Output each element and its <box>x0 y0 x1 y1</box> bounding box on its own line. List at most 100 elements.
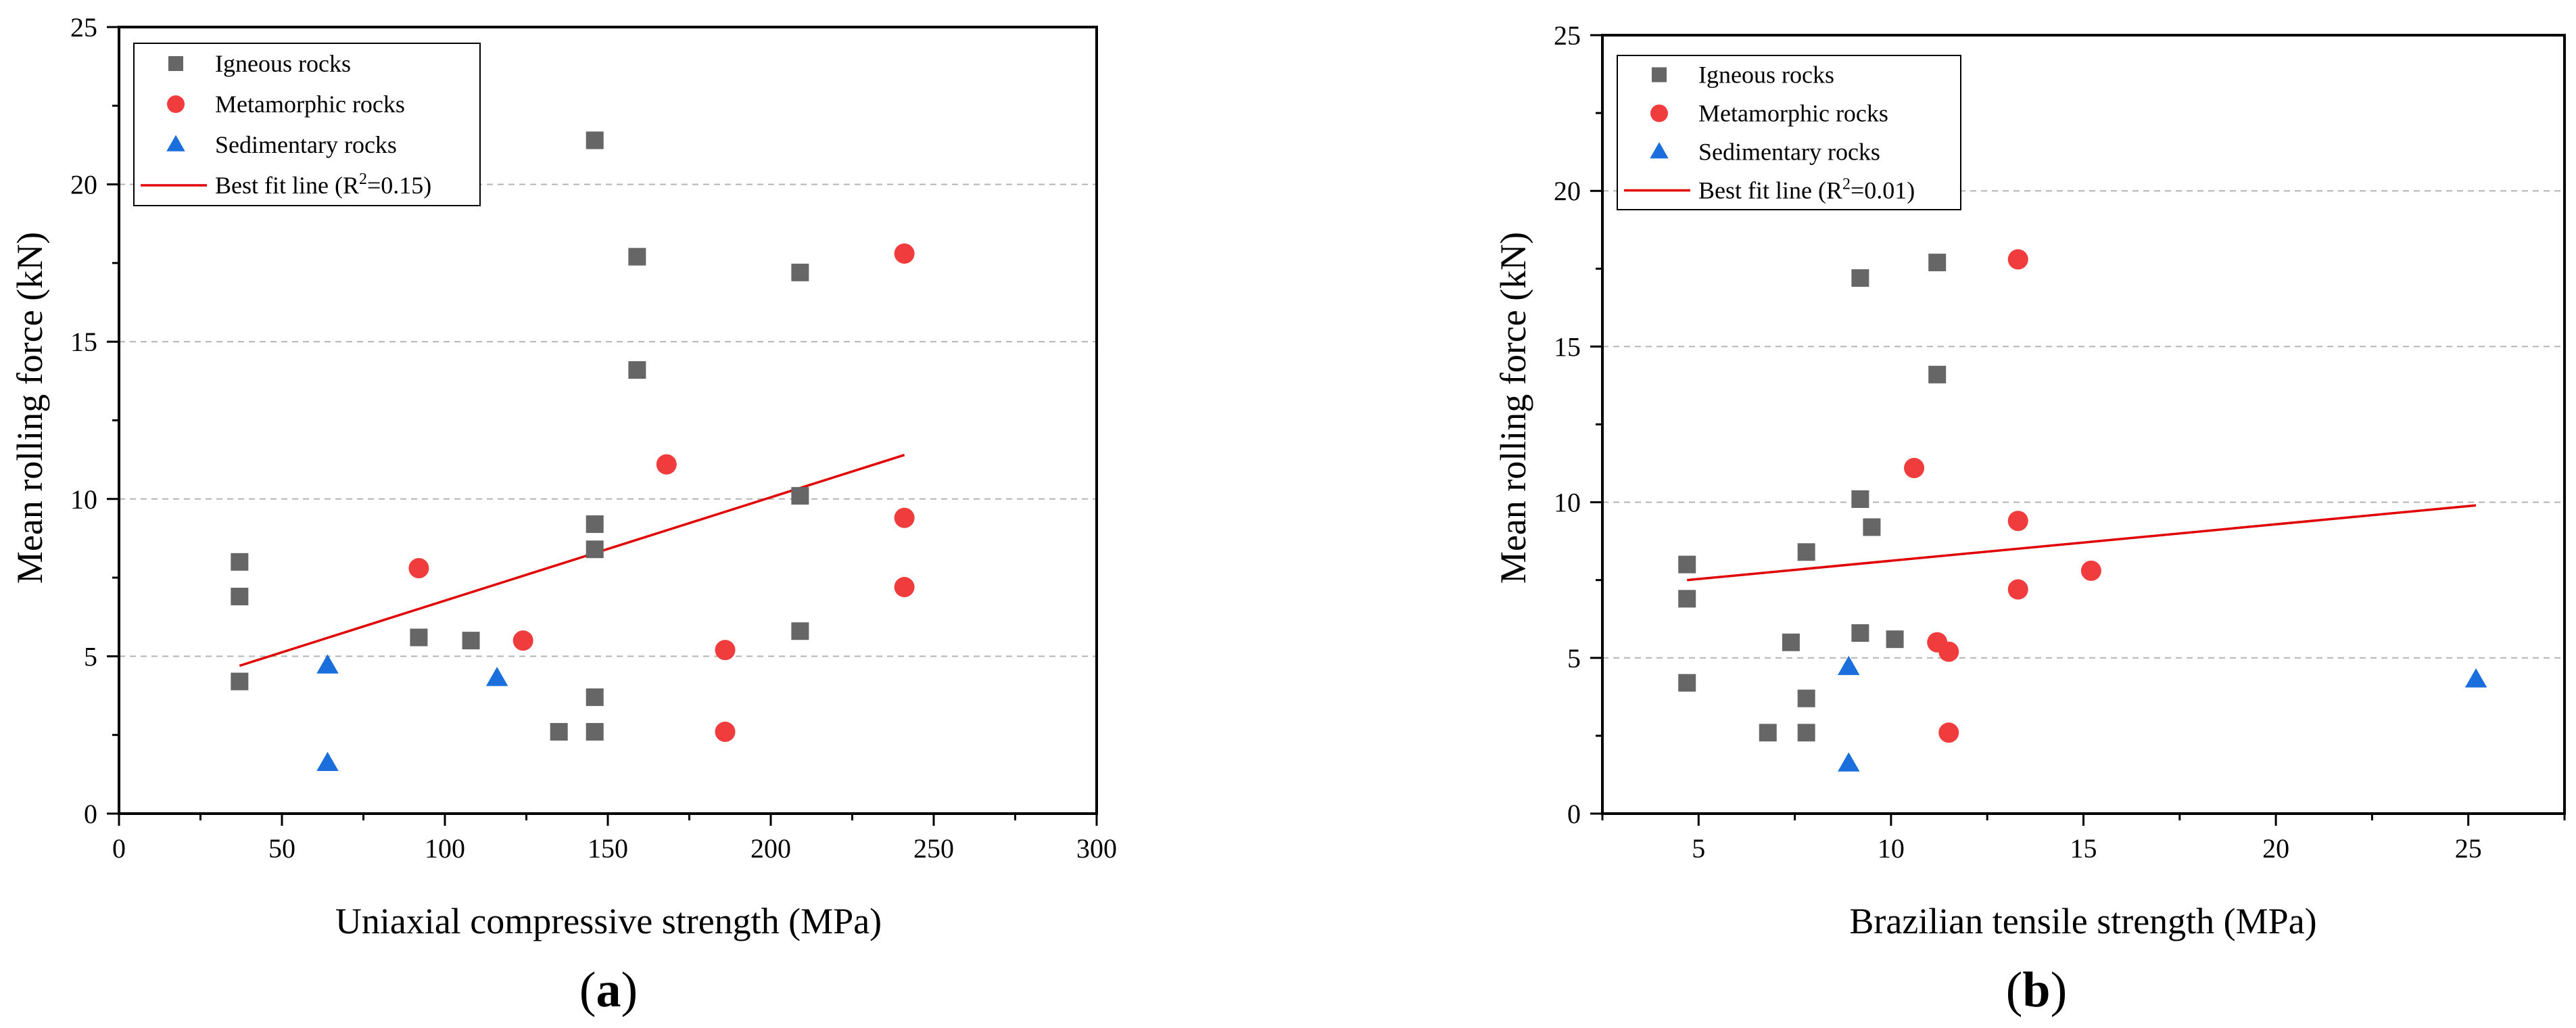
data-point-circle-a-2 <box>656 454 677 475</box>
legend-box-b <box>1617 55 1961 210</box>
data-point-square-b-3 <box>1759 724 1777 742</box>
legend-label-square-b: Igneous rocks <box>1698 62 1834 89</box>
y-axis-title-a: Mean rolling force (kN) <box>9 232 50 584</box>
data-point-square-a-8 <box>586 540 604 559</box>
x-tick-label-150-a: 150 <box>588 833 628 864</box>
legend-marker-square-a <box>168 56 183 71</box>
series-square-a <box>231 131 809 741</box>
best-fit-line-b <box>1687 504 2477 582</box>
y-tick-label-15-a: 15 <box>70 327 97 357</box>
data-point-circle-b-3 <box>1938 722 1959 743</box>
panel-label-b: (b) <box>2006 962 2067 1018</box>
data-point-square-b-14 <box>1928 365 1947 383</box>
panel-label-a-letter: a <box>596 962 621 1018</box>
data-point-square-a-11 <box>628 248 646 266</box>
data-point-circle-a-5 <box>894 243 915 264</box>
data-point-square-b-1 <box>1678 590 1696 608</box>
legend-label-triangle-b: Sedimentary rocks <box>1698 139 1880 166</box>
data-point-triangle-a-1 <box>316 751 339 772</box>
legend-a: Igneous rocks Metamorphic rocks Sedimentar… <box>133 43 481 206</box>
data-point-circle-a-0 <box>408 558 429 579</box>
data-point-square-b-8 <box>1851 269 1869 287</box>
x-tick-label-10-b: 10 <box>1878 833 1905 864</box>
data-point-square-b-13 <box>1928 254 1947 272</box>
legend-box-a <box>133 43 481 206</box>
data-point-circle-a-4 <box>715 722 736 743</box>
legend-marker-circle-b <box>1650 104 1668 122</box>
y-tick-label-0-a: 0 <box>84 799 97 829</box>
y-tick-label-15-b: 15 <box>1554 331 1581 362</box>
data-point-circle-b-5 <box>2007 511 2028 532</box>
series-triangle-b <box>1838 655 2487 772</box>
x-tick-label-250-a: 250 <box>913 833 954 864</box>
data-point-square-b-9 <box>1851 490 1869 508</box>
chart-panel-b: Mean rolling force (kN) Brazilian tensil… <box>1493 20 2566 1018</box>
series-circle-b <box>1904 249 2101 743</box>
data-point-square-b-4 <box>1782 633 1800 651</box>
legend-label-triangle-a: Sedimentary rocks <box>215 131 397 158</box>
legend-marker-circle-a <box>167 95 185 113</box>
data-point-square-a-0 <box>231 553 249 571</box>
legend-label-circle-b: Metamorphic rocks <box>1698 100 1888 127</box>
data-point-triangle-b-0 <box>1838 655 1860 676</box>
data-point-circle-b-6 <box>2007 579 2028 600</box>
y-tick-label-20-a: 20 <box>70 170 97 200</box>
data-point-circle-b-4 <box>2007 249 2028 270</box>
legend-label-square-a: Igneous rocks <box>215 50 351 77</box>
legend-label-fit-b: Best fit line (R2=0.01) <box>1698 176 1915 204</box>
data-point-triangle-a-2 <box>485 667 508 686</box>
y-tick-label-5-a: 5 <box>84 641 97 672</box>
x-tick-label-15-b: 15 <box>2070 833 2097 864</box>
data-point-triangle-b-2 <box>2464 668 2487 688</box>
series-circle-a <box>408 243 915 743</box>
y-tick-label-5-b: 5 <box>1567 643 1581 674</box>
data-point-circle-b-0 <box>1904 457 1925 478</box>
x-tick-label-20-b: 20 <box>2262 833 2289 864</box>
x-tick-label-0-a: 0 <box>112 833 126 864</box>
x-tick-label-50-a: 50 <box>268 833 295 864</box>
data-point-circle-a-6 <box>894 507 915 528</box>
y-tick-label-0-b: 0 <box>1567 799 1581 829</box>
x-axis-title-a: Uniaxial compressive strength (MPa) <box>335 901 882 941</box>
data-point-square-a-4 <box>462 632 480 650</box>
y-tick-label-10-b: 10 <box>1554 488 1581 518</box>
y-tick-label-10-a: 10 <box>70 484 97 515</box>
x-tick-label-5-b: 5 <box>1692 833 1705 864</box>
data-point-square-b-7 <box>1797 724 1815 742</box>
data-point-circle-b-2 <box>1938 641 1959 662</box>
data-point-square-a-3 <box>410 628 428 647</box>
data-point-square-b-6 <box>1797 689 1815 707</box>
x-tick-label-100-a: 100 <box>425 833 465 864</box>
data-point-square-a-2 <box>231 672 249 691</box>
legend-marker-triangle-b <box>1650 142 1669 159</box>
x-tick-label-25-b: 25 <box>2455 833 2482 864</box>
panel-label-a: (a) <box>579 962 638 1018</box>
y-tick-label-25-a: 25 <box>70 12 97 43</box>
y-tick-label-20-b: 20 <box>1554 176 1581 206</box>
data-point-square-a-7 <box>586 515 604 534</box>
chart-panel-a: Mean rolling force (kN) Uniaxial compres… <box>9 12 1117 1018</box>
data-point-circle-a-3 <box>715 640 736 661</box>
data-point-square-a-10 <box>586 723 604 741</box>
data-point-circle-a-1 <box>512 630 533 651</box>
data-point-square-a-14 <box>791 487 809 505</box>
legend-b: Igneous rocks Metamorphic rocks Sedimentar… <box>1617 55 1961 210</box>
data-point-square-b-0 <box>1678 555 1696 574</box>
x-tick-label-300-a: 300 <box>1076 833 1117 864</box>
data-point-square-b-11 <box>1863 518 1881 536</box>
data-point-square-a-1 <box>231 588 249 606</box>
data-point-triangle-a-0 <box>316 654 339 674</box>
panel-label-b-letter: b <box>2022 962 2050 1018</box>
data-point-square-b-12 <box>1886 630 1904 649</box>
y-axis-title-b: Mean rolling force (kN) <box>1493 232 1533 584</box>
x-tick-label-200-a: 200 <box>750 833 791 864</box>
legend-marker-square-b <box>1652 67 1667 83</box>
legend-label-circle-a: Metamorphic rocks <box>215 91 405 118</box>
x-axis-title-b: Brazilian tensile strength (MPa) <box>1849 901 2316 941</box>
data-point-square-b-5 <box>1797 543 1815 561</box>
data-point-triangle-b-1 <box>1838 752 1860 772</box>
data-point-square-a-6 <box>586 131 604 149</box>
data-point-square-a-12 <box>628 361 646 379</box>
data-point-square-a-15 <box>791 622 809 640</box>
